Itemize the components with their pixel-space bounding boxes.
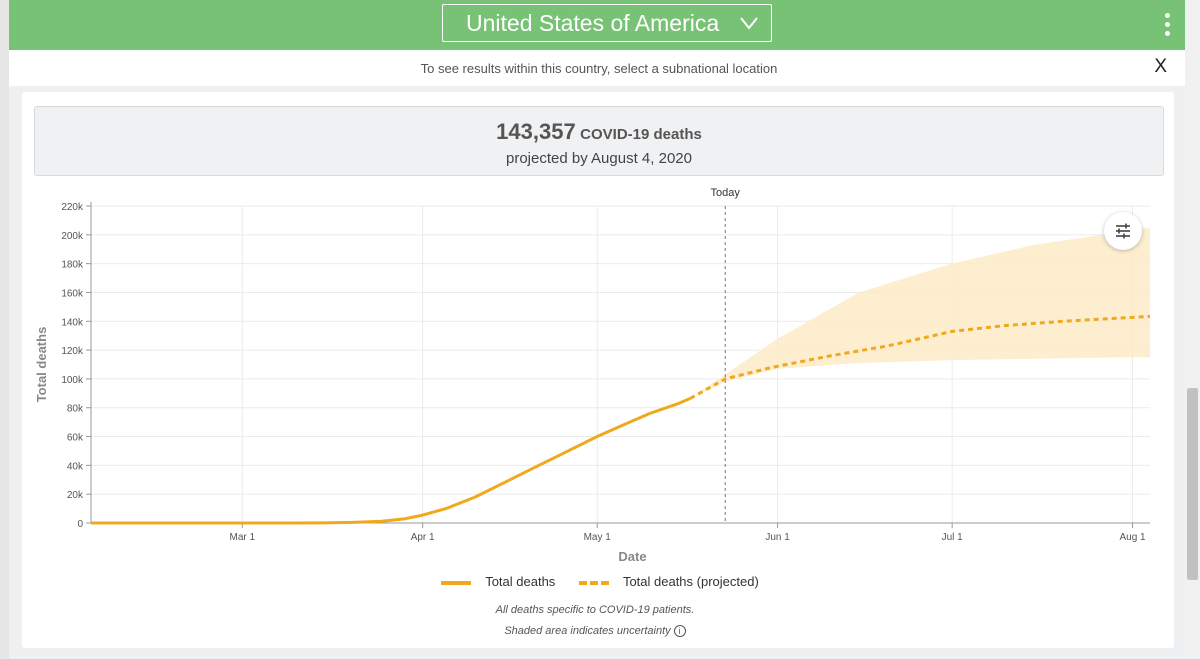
projected-date: projected by August 4, 2020 bbox=[506, 150, 692, 167]
country-dropdown-label: United States of America bbox=[466, 10, 720, 36]
summary-box: 143,357 COVID-19 deaths projected by Aug… bbox=[34, 106, 1164, 176]
y-tick-label: 220k bbox=[61, 202, 84, 213]
x-tick-label: Apr 1 bbox=[411, 532, 435, 543]
y-tick-label: 40k bbox=[67, 461, 84, 472]
y-axis-title: Total deaths bbox=[34, 327, 49, 403]
uncertainty-note-text: Shaded area indicates uncertainty bbox=[504, 625, 671, 637]
sliders-icon bbox=[1116, 223, 1130, 239]
x-axis-title: Date bbox=[618, 549, 646, 564]
scrollbar[interactable] bbox=[1185, 0, 1200, 659]
deaths-chart: 0 20k 40k 60k 80k 100k 120k 140k 160k 180k 200k 220… bbox=[34, 187, 1151, 564]
x-tick-label: May 1 bbox=[584, 532, 612, 543]
country-dropdown[interactable]: United States of America bbox=[442, 4, 772, 42]
projected-deaths-label: COVID-19 deaths bbox=[580, 126, 702, 143]
subnational-banner: To see results within this country, sele… bbox=[9, 50, 1185, 87]
uncertainty-note: Shaded area indicates uncertainty i bbox=[0, 625, 1190, 638]
y-tick-label: 200k bbox=[61, 231, 84, 242]
x-tick-label: Jun 1 bbox=[765, 532, 790, 543]
uncertainty-band bbox=[690, 227, 1150, 399]
x-tick-label: Mar 1 bbox=[230, 532, 256, 543]
y-tick-label: 60k bbox=[67, 433, 84, 444]
x-tick-label: Jul 1 bbox=[942, 532, 964, 543]
top-bar: United States of America bbox=[9, 0, 1185, 50]
chart-card bbox=[22, 92, 1174, 648]
y-tick-label: 140k bbox=[61, 317, 84, 328]
chevron-down-icon bbox=[740, 17, 758, 30]
kebab-menu-icon[interactable] bbox=[1165, 13, 1171, 37]
projected-deaths-value: 143,357 bbox=[496, 119, 576, 144]
chart-settings-button[interactable] bbox=[1104, 212, 1142, 250]
scrollbar-thumb[interactable] bbox=[1187, 388, 1198, 580]
x-tick-label: Aug 1 bbox=[1119, 532, 1146, 543]
y-tick-label: 0 bbox=[77, 519, 83, 530]
chart-legend: Total deaths Total deaths (projected) bbox=[0, 574, 1200, 589]
close-button[interactable]: X bbox=[1154, 56, 1167, 77]
y-tick-label: 160k bbox=[61, 288, 84, 299]
y-tick-label: 100k bbox=[61, 375, 84, 386]
y-tick-label: 120k bbox=[61, 346, 84, 357]
legend-swatch-dashed bbox=[578, 580, 609, 585]
subnational-text: To see results within this country, sele… bbox=[420, 61, 778, 76]
info-icon[interactable]: i bbox=[673, 625, 686, 638]
legend-item-projected[interactable]: Total deaths (projected) bbox=[578, 574, 759, 589]
left-gutter bbox=[0, 0, 9, 659]
legend-swatch-solid bbox=[441, 580, 472, 585]
y-tick-label: 20k bbox=[67, 490, 84, 501]
today-label: Today bbox=[711, 187, 741, 199]
deaths-note: All deaths specific to COVID-19 patients… bbox=[495, 604, 695, 616]
y-tick-label: 80k bbox=[67, 404, 84, 415]
total-deaths-line bbox=[91, 397, 691, 525]
legend-item-total[interactable]: Total deaths bbox=[441, 574, 555, 589]
legend-label-total: Total deaths bbox=[485, 574, 556, 589]
projected-deaths-line bbox=[689, 314, 1151, 400]
legend-label-projected: Total deaths (projected) bbox=[622, 574, 759, 589]
y-tick-label: 180k bbox=[61, 260, 84, 271]
